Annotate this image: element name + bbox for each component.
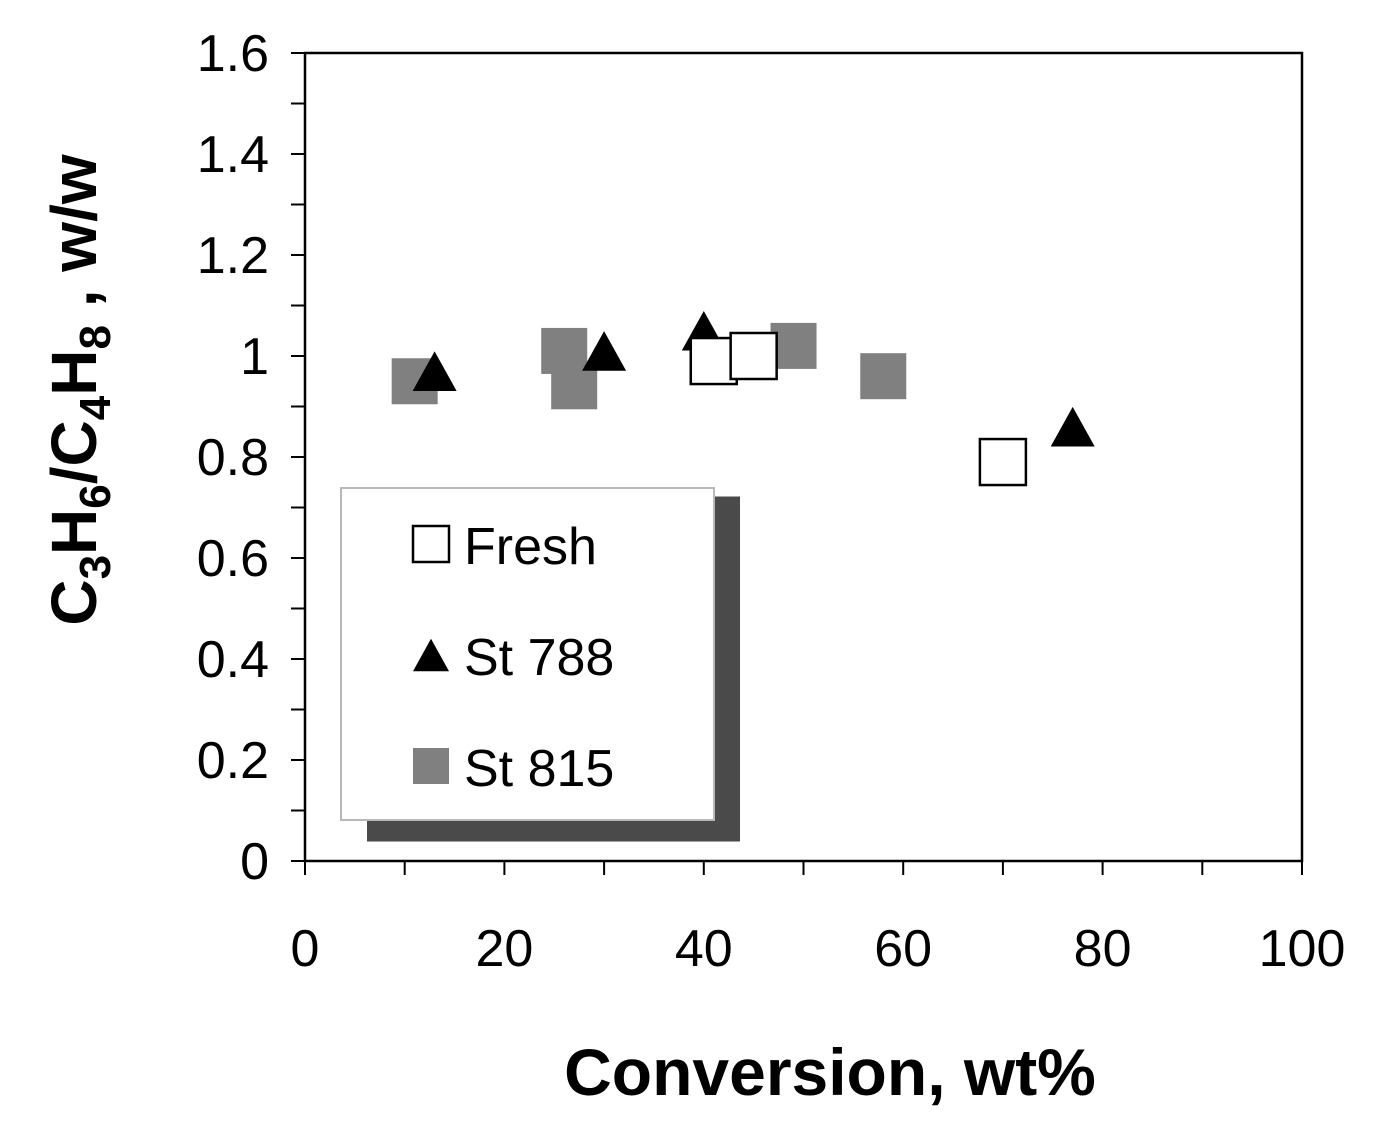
y-tick-label: 0.2	[197, 732, 269, 790]
legend-marker	[411, 524, 451, 564]
legend-label: St 815	[464, 740, 614, 798]
legend-marker	[413, 638, 449, 672]
x-tick-label: 60	[874, 920, 932, 978]
data-point	[582, 331, 627, 371]
y-tick-label: 1.4	[197, 126, 269, 184]
ticks-layer: 0 0.2 0.4 0.6 0.8 1 1.2 1.4 1.6 0 20 40 60 80 100	[197, 25, 1346, 978]
series-fresh	[689, 331, 1028, 487]
y-tick-label: 0	[240, 833, 269, 891]
data-point	[729, 331, 778, 381]
legend-label: St 788	[464, 629, 614, 687]
x-axis-title: Conversion, wt%	[564, 1035, 1096, 1109]
data-point	[551, 363, 598, 410]
data-point	[860, 353, 907, 400]
series-st-815	[391, 322, 907, 410]
y-tick-label: 1.6	[197, 25, 269, 83]
y-axis-title: C3H6/C4H8 , w/w	[38, 154, 120, 626]
legend-label: Fresh	[464, 518, 597, 576]
x-tick-label: 100	[1259, 920, 1346, 978]
legend-item: St 815	[413, 740, 614, 798]
points-layer	[391, 310, 1095, 487]
y-tick-label: 0.8	[197, 429, 269, 487]
legend-box	[340, 487, 715, 821]
x-tick-label: 80	[1074, 920, 1132, 978]
legend-item: Fresh	[411, 518, 597, 576]
data-point	[689, 336, 739, 386]
legend-marker	[413, 748, 449, 784]
axis-titles: Conversion, wt% C3H6/C4H8 , w/w	[38, 154, 1096, 1109]
data-point	[1050, 406, 1095, 447]
y-tick-label: 0.4	[197, 631, 269, 689]
x-tick-label: 40	[675, 920, 733, 978]
data-point	[978, 437, 1028, 487]
y-tick-label: 0.6	[197, 530, 269, 588]
legend: Fresh St 788 St 815	[340, 487, 740, 842]
data-point	[770, 322, 817, 369]
data-point	[412, 351, 457, 391]
x-tick-label: 0	[291, 920, 320, 978]
x-tick-label: 20	[475, 920, 533, 978]
y-tick-label: 1.2	[197, 227, 269, 285]
legend-item: St 788	[413, 629, 614, 687]
y-tick-label: 1	[240, 328, 269, 386]
